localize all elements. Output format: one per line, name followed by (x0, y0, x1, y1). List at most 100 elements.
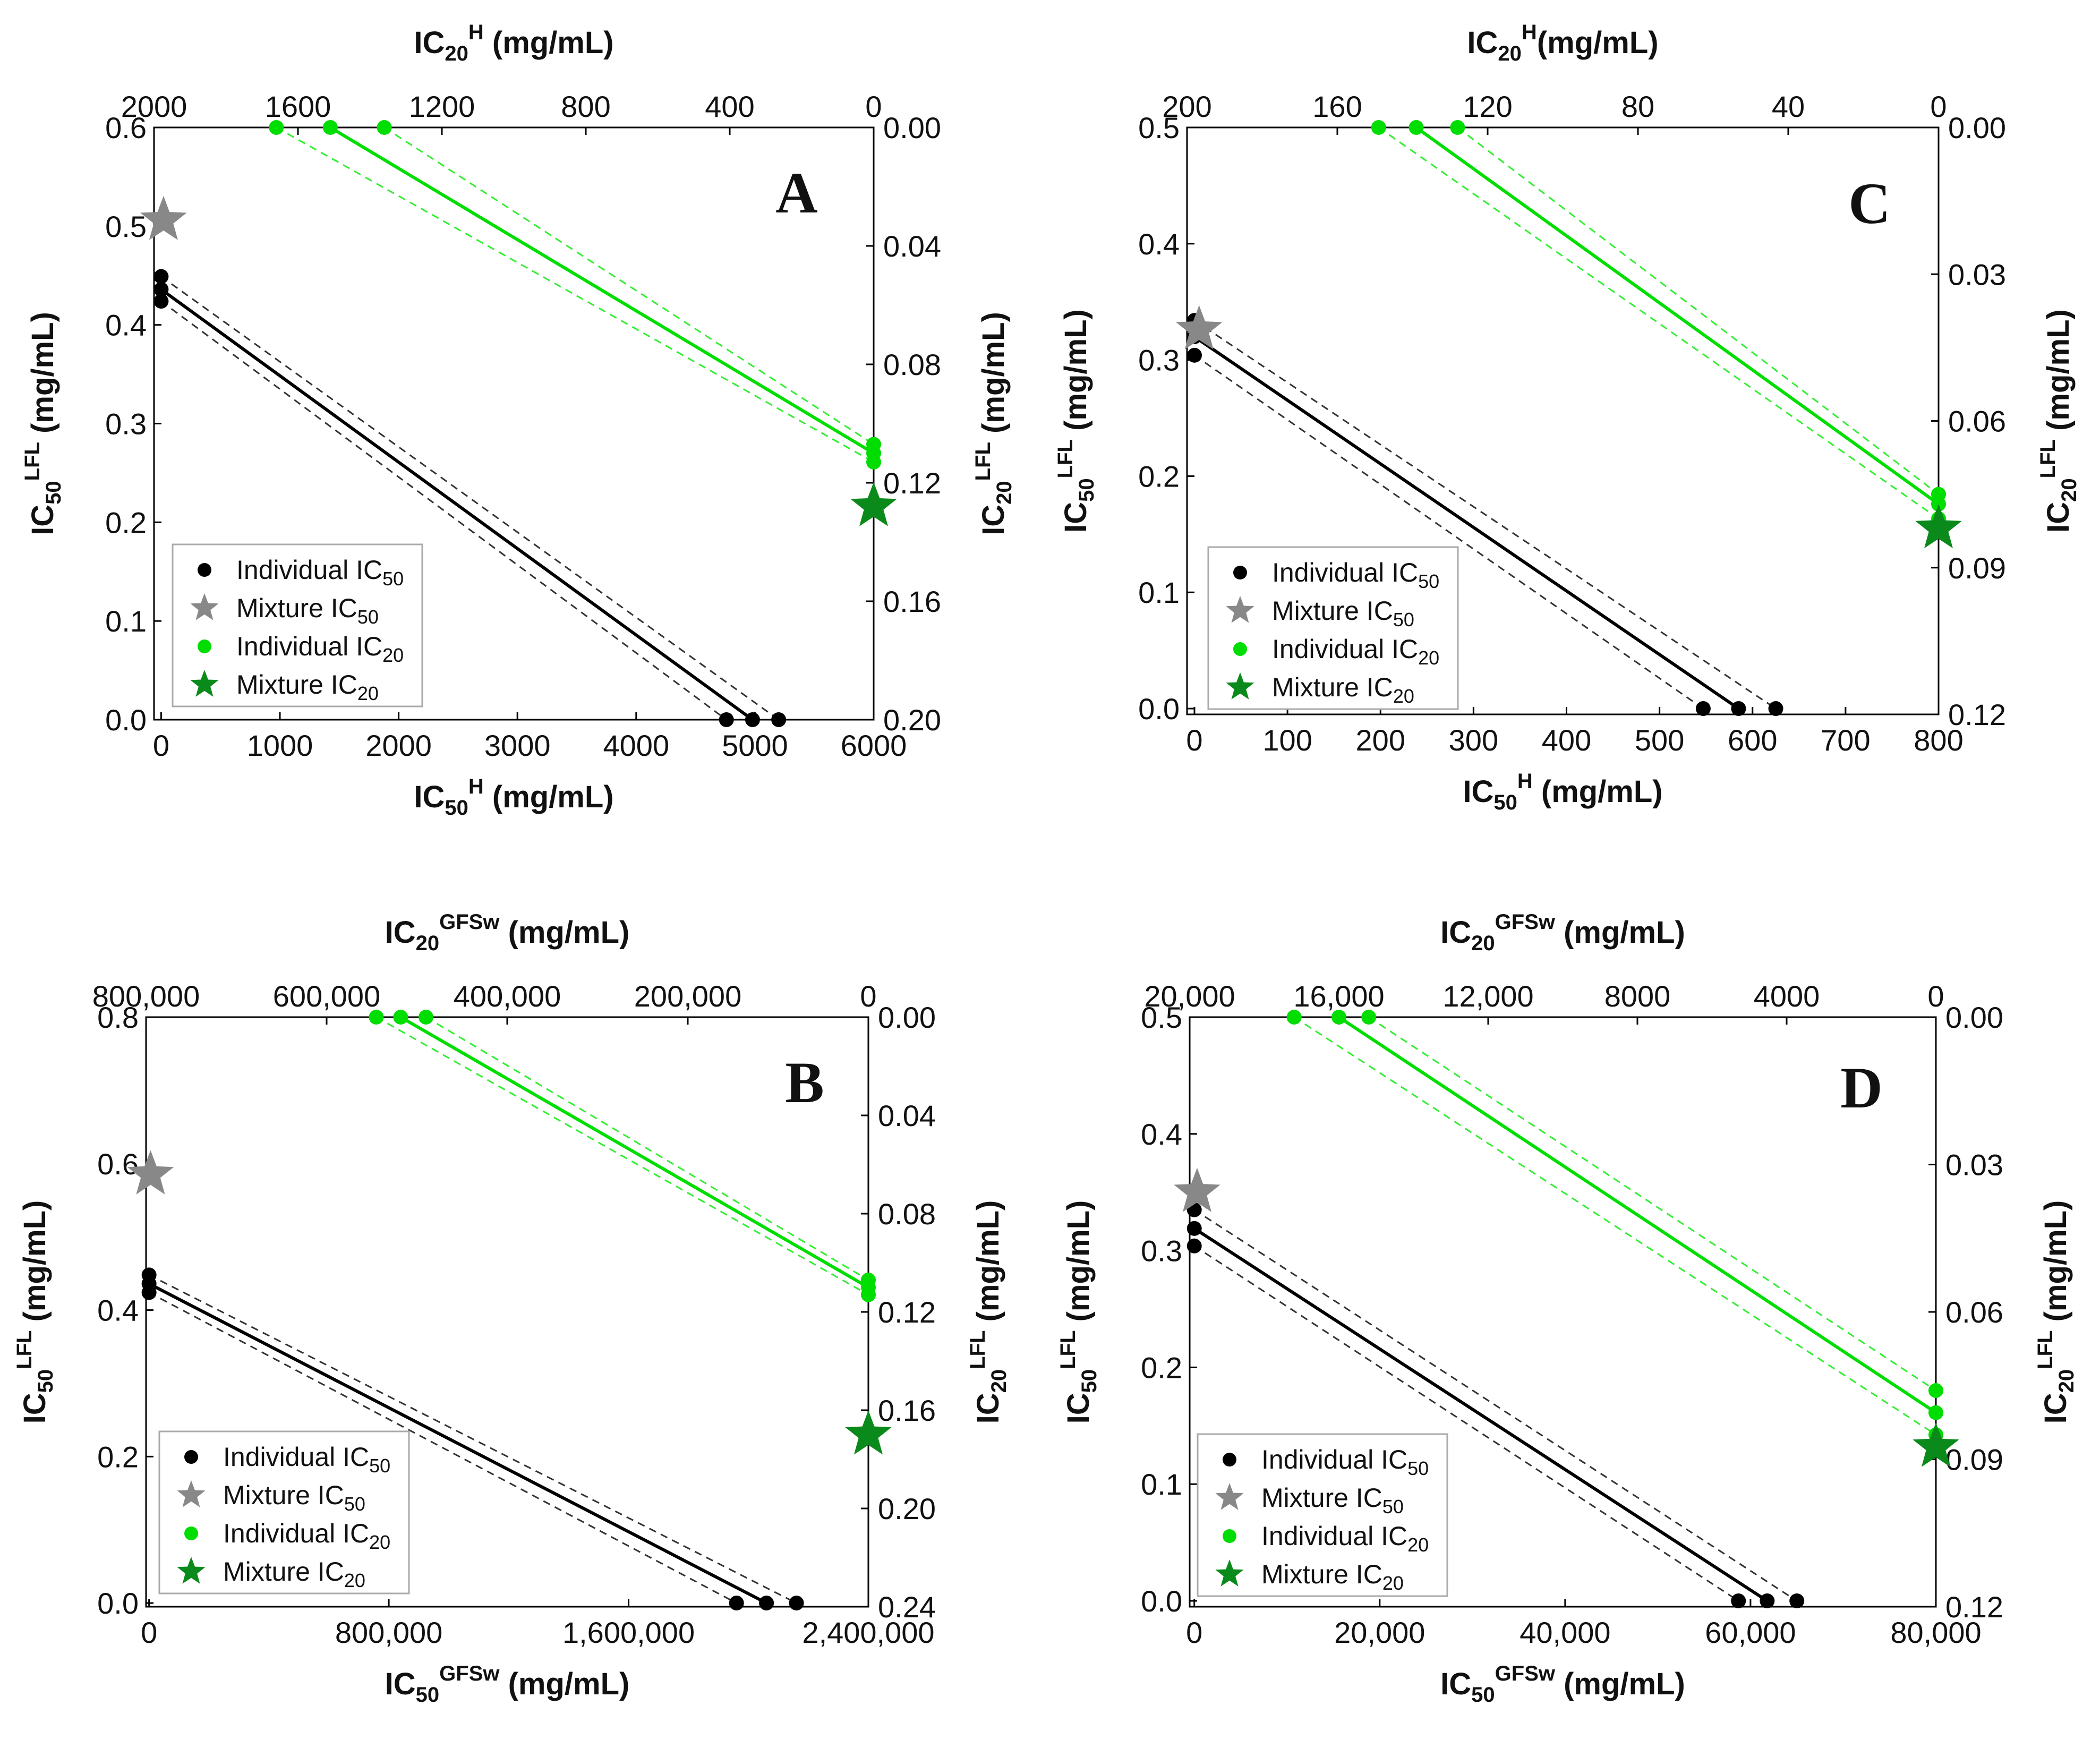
x-axis-title-sub: 50 (416, 1683, 440, 1707)
plot-area (1193, 1017, 1936, 1602)
individual-ic20-point (1408, 120, 1424, 135)
mixture-ic20-point (1915, 504, 1962, 549)
top-axis-title-base: IC (414, 25, 445, 60)
individual-ic50-point (153, 282, 169, 297)
top-tick-label: 400 (705, 90, 754, 123)
x-axis-title-sup: H (1517, 770, 1533, 793)
ic20-upper-bound (383, 127, 874, 445)
legend-label-main: Mixture IC (1272, 672, 1393, 702)
ic20-upper-bound (1368, 1017, 1936, 1392)
individual-ic20-point (1361, 1010, 1377, 1025)
legend-marker-mixture-ic50 (1226, 596, 1254, 623)
individual-ic20-point (1928, 1383, 1943, 1398)
x-tick-label: 1000 (247, 729, 313, 762)
individual-ic20-point (369, 1010, 384, 1025)
x-axis-title-tail: (mg/mL) (499, 1667, 629, 1701)
individual-ic50-point (1731, 701, 1746, 717)
x-axis-title-base: IC (385, 1667, 416, 1701)
x-axis-title-sub: 50 (1493, 791, 1517, 814)
mixture-ic50-point (140, 195, 187, 240)
ic50-isobole-line (148, 1282, 767, 1605)
legend-label: Individual IC50 (236, 555, 404, 590)
x-tick-label: 400 (1542, 723, 1591, 757)
legend-label-sub: 50 (1407, 1457, 1429, 1479)
y-tick-label: 0.6 (105, 111, 147, 144)
individual-ic20-point (1371, 120, 1386, 135)
legend-label-main: Mixture IC (1261, 1483, 1382, 1513)
plot-area (148, 1017, 868, 1605)
legend-label-main: Mixture IC (236, 670, 357, 700)
legend-label: Individual IC20 (236, 632, 404, 666)
right-tick-label: 0.20 (883, 703, 941, 737)
right-axis-title-sub: 20 (2055, 1369, 2078, 1393)
x-axis-title-sup: GFSw (1495, 1662, 1556, 1685)
legend-label-sub: 20 (1418, 647, 1439, 669)
legend-label: Mixture IC50 (236, 593, 379, 628)
legend-marker-individual-ic20 (1223, 1529, 1236, 1543)
top-axis-title-sup: GFSw (1495, 910, 1556, 934)
mixture-ic20-point (850, 482, 897, 526)
right-axis-title: IC20LFL (mg/mL) (966, 1200, 1011, 1424)
left-axis-title-tail: (mg/mL) (1058, 309, 1093, 439)
legend-label: Individual IC20 (223, 1519, 390, 1553)
top-tick-label: 600,000 (273, 979, 380, 1013)
ic20-isobole-line (329, 127, 874, 455)
right-tick-label: 0.12 (1945, 1590, 2003, 1624)
top-tick-label: 0 (1927, 979, 1944, 1013)
individual-ic20-point (866, 454, 881, 470)
ic50-lower-bound (148, 1292, 737, 1604)
individual-ic50-point (729, 1596, 744, 1611)
y-tick-label: 0.4 (1141, 1118, 1182, 1151)
x-axis-title-sup: GFSw (439, 1662, 500, 1685)
right-tick-label: 0.08 (878, 1197, 936, 1231)
top-axis-title-base: IC (1440, 915, 1471, 950)
ic20-upper-bound (425, 1017, 868, 1281)
y-tick-label: 0.8 (97, 1001, 139, 1034)
x-tick-label: 0 (1186, 1616, 1202, 1649)
legend-label-main: Mixture IC (1261, 1559, 1382, 1589)
legend-marker-mixture-ic50 (1215, 1483, 1244, 1510)
legend-label-sub: 50 (369, 1455, 390, 1477)
x-tick-label: 700 (1821, 723, 1870, 757)
right-tick-label: 0.24 (878, 1590, 936, 1624)
left-axis-title-sub: 50 (1075, 478, 1098, 502)
panel-letter: B (785, 1050, 824, 1115)
top-axis-title-sub: 20 (1498, 42, 1522, 65)
legend-marker-mixture-ic20 (177, 1557, 206, 1584)
ic20-isobole-line (1415, 127, 1939, 506)
y-tick-label: 0.1 (1138, 576, 1180, 609)
legend-label-sub: 20 (369, 1531, 390, 1553)
individual-ic50-point (153, 269, 169, 284)
legend-box (172, 543, 423, 707)
top-axis-title-sup: H (468, 21, 484, 44)
top-tick-label: 200,000 (634, 979, 741, 1013)
legend-box (1207, 546, 1459, 710)
right-axis-title-sup: LFL (971, 442, 995, 481)
ic20-lower-bound (375, 1017, 868, 1295)
right-tick-label: 0.16 (883, 585, 941, 618)
top-tick-label: 0 (860, 979, 876, 1013)
top-tick-label: 80 (1621, 90, 1654, 123)
ic50-lower-bound (1193, 1245, 1739, 1602)
right-tick-label: 0.06 (1945, 1295, 2003, 1329)
top-tick-label: 120 (1463, 90, 1512, 123)
legend-label-sub: 50 (382, 568, 404, 590)
y-tick-label: 0.3 (105, 407, 147, 441)
panel-letter: D (1840, 1055, 1882, 1120)
y-tick-label: 0.4 (105, 309, 147, 342)
individual-ic20-point (1286, 1010, 1302, 1025)
legend-box (1197, 1433, 1448, 1597)
ic20-upper-bound (1457, 127, 1939, 495)
legend-label: Individual IC20 (1261, 1521, 1429, 1556)
top-tick-label: 800,000 (92, 979, 200, 1013)
right-tick-label: 0.20 (878, 1492, 936, 1525)
top-axis-title-sub: 20 (1471, 932, 1495, 955)
legend-marker-individual-ic20 (1233, 642, 1247, 656)
right-axis-title-base: IC (2038, 1393, 2073, 1423)
top-axis-title-base: IC (1467, 25, 1498, 60)
mixture-ic50-point (127, 1150, 174, 1195)
